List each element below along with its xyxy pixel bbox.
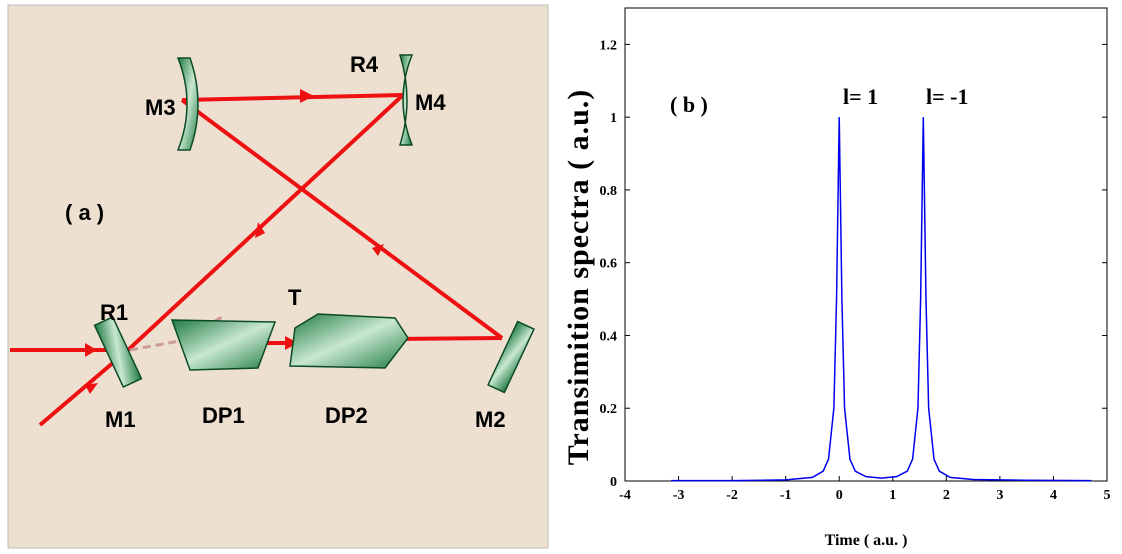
annotation: ( b ) bbox=[670, 92, 708, 117]
figure: M3 R4 M4 ( a ) T R1 M1 DP1 DP2 M2 -4 -3 -2… bbox=[0, 0, 1122, 554]
x-tick-label: -4 bbox=[619, 488, 631, 503]
x-tick-label: 5 bbox=[1104, 488, 1111, 503]
chart: -4 -3 -2 -1 0 1 2 3 4 5 0 0.2 0.4 0.6 0.8 1 1.2 Time ( a.… bbox=[562, 8, 1111, 549]
y-axis-label: Transimition spectra ( a.u.) bbox=[562, 89, 595, 466]
label: M2 bbox=[475, 407, 506, 432]
diagram: M3 R4 M4 ( a ) T R1 M1 DP1 DP2 M2 bbox=[8, 5, 548, 548]
label: M1 bbox=[105, 407, 136, 432]
annotation: l= 1 bbox=[843, 84, 878, 109]
y-tick-label: 0.2 bbox=[600, 402, 618, 417]
label: R4 bbox=[350, 52, 379, 77]
label: ( a ) bbox=[65, 200, 104, 225]
x-tick-label: 3 bbox=[996, 488, 1003, 503]
y-tick-label: 1 bbox=[610, 111, 617, 126]
y-tick-label: 0.4 bbox=[600, 329, 618, 344]
label: M3 bbox=[145, 95, 176, 120]
label: R1 bbox=[100, 300, 128, 325]
diagram-background bbox=[8, 5, 548, 548]
plot-frame bbox=[625, 8, 1107, 481]
label: DP1 bbox=[202, 403, 245, 428]
x-tick-label: 2 bbox=[943, 488, 950, 503]
spectrum-line bbox=[671, 117, 1091, 480]
label: M4 bbox=[415, 90, 446, 115]
x-tick-label: 4 bbox=[1050, 488, 1057, 503]
x-tick-label: -2 bbox=[726, 488, 738, 503]
y-tick-label: 0.8 bbox=[600, 184, 618, 199]
annotation: l= -1 bbox=[926, 84, 968, 109]
x-tick-label: 1 bbox=[889, 488, 896, 503]
label: T bbox=[288, 285, 302, 310]
y-tick-label: 0.6 bbox=[600, 257, 618, 272]
label: DP2 bbox=[325, 403, 368, 428]
y-tick-label: 1.2 bbox=[600, 38, 618, 53]
x-tick-label: -1 bbox=[780, 488, 792, 503]
x-axis-label: Time ( a.u. ) bbox=[825, 532, 908, 549]
x-tick-label: 0 bbox=[836, 488, 843, 503]
x-tick-label: -3 bbox=[673, 488, 685, 503]
y-tick-label: 0 bbox=[610, 475, 617, 490]
